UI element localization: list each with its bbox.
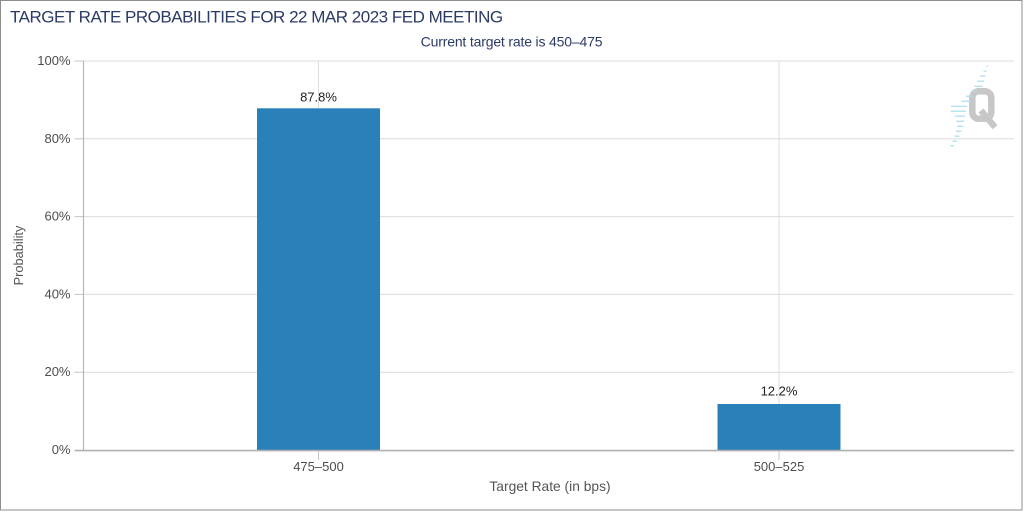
svg-text:100%: 100% <box>37 53 71 68</box>
svg-text:Probability: Probability <box>11 225 26 285</box>
svg-text:60%: 60% <box>44 209 70 224</box>
svg-text:87.8%: 87.8% <box>300 89 337 104</box>
svg-text:40%: 40% <box>44 286 70 301</box>
svg-text:12.2%: 12.2% <box>761 383 798 398</box>
svg-text:TARGET RATE PROBABILITIES FOR: TARGET RATE PROBABILITIES FOR 22 MAR 202… <box>10 7 503 26</box>
svg-text:475–500: 475–500 <box>293 459 344 474</box>
svg-text:20%: 20% <box>44 364 70 379</box>
svg-text:0%: 0% <box>52 442 71 457</box>
svg-text:Current target rate is 450–475: Current target rate is 450–475 <box>421 34 603 50</box>
svg-text:80%: 80% <box>44 131 70 146</box>
svg-text:Target Rate (in bps): Target Rate (in bps) <box>489 479 610 494</box>
svg-text:500–525: 500–525 <box>754 459 805 474</box>
